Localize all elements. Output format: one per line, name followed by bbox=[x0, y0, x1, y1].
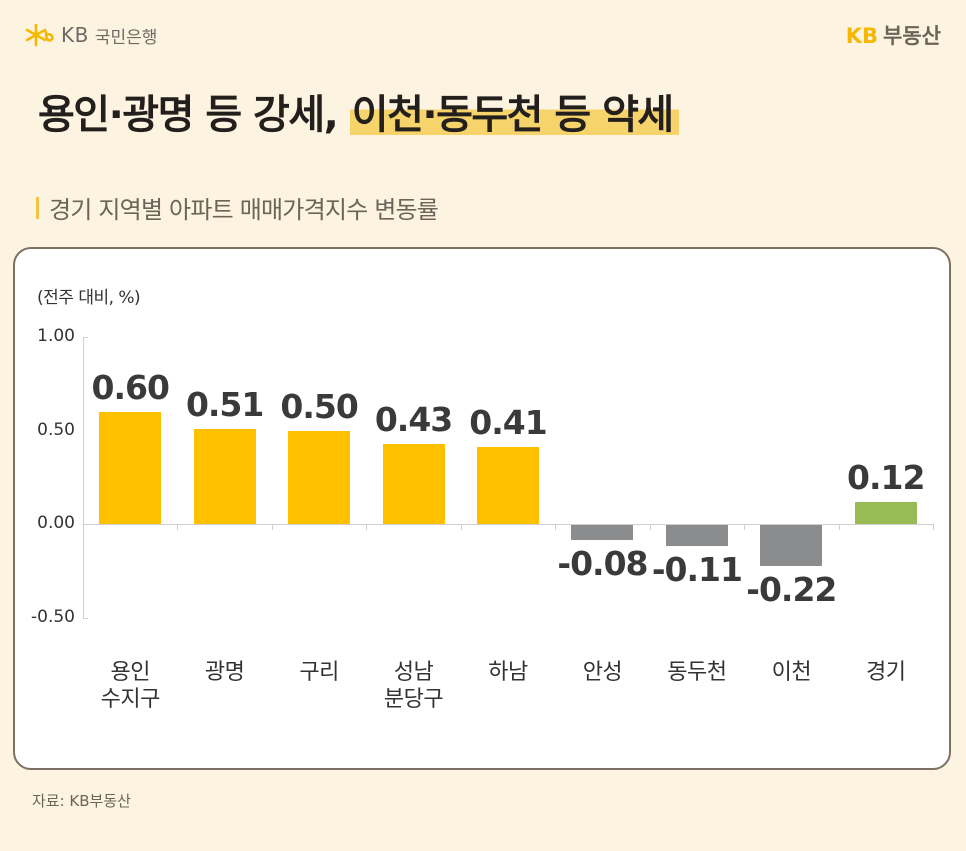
x-tick bbox=[177, 524, 179, 530]
title-strong-regions: 용인·광명 등 강세, bbox=[38, 92, 339, 138]
y-tick-label: 0.00 bbox=[37, 513, 75, 533]
bar-value-label: 0.50 bbox=[280, 386, 358, 426]
bar-value-label: 0.51 bbox=[185, 384, 264, 424]
bar bbox=[760, 525, 823, 567]
y-axis-unit-label: (전주 대비, %) bbox=[37, 288, 141, 308]
bar-value-label: 0.43 bbox=[374, 399, 453, 439]
bar-value-label: 0.60 bbox=[91, 367, 170, 407]
bar bbox=[571, 525, 634, 540]
bar bbox=[665, 525, 728, 546]
y-axis-top-cap bbox=[83, 337, 88, 338]
category-label: 하남 bbox=[488, 660, 528, 685]
kb-kookmin-bank-logo: KB 국민은행 bbox=[25, 22, 157, 48]
y-tick-label: -0.50 bbox=[31, 606, 75, 627]
brand-kb: KB bbox=[845, 24, 879, 48]
x-tick bbox=[744, 524, 746, 530]
bar-value-label: 0.12 bbox=[847, 457, 925, 497]
category-label: 구리 bbox=[299, 660, 339, 685]
y-tick-label: 1.00 bbox=[37, 326, 75, 346]
y-axis-line bbox=[83, 337, 84, 618]
bar-value-label: -0.22 bbox=[746, 570, 837, 610]
category-label: 성남 분당구 bbox=[383, 660, 444, 712]
x-tick bbox=[460, 524, 462, 530]
kb-star-icon bbox=[25, 23, 54, 47]
category-label: 이천 bbox=[771, 660, 812, 685]
bar bbox=[382, 443, 445, 524]
category-label: 광명 bbox=[204, 660, 245, 685]
x-tick bbox=[649, 524, 651, 530]
x-tick bbox=[555, 524, 557, 530]
bank-logo-kb: KB bbox=[61, 23, 89, 47]
bar bbox=[193, 428, 256, 524]
bar-value-label: -0.11 bbox=[651, 549, 743, 589]
category-label: 용인 수지구 bbox=[100, 660, 161, 712]
x-tick bbox=[838, 524, 840, 530]
x-tick bbox=[366, 524, 368, 530]
page-title: 용인·광명 등 강세, 이천·동두천 등 약세 bbox=[38, 82, 679, 140]
bar bbox=[288, 430, 351, 524]
brand-name: 부동산 bbox=[883, 24, 941, 48]
chart-card: (전주 대비, %) 1.00 0.50 0.00 -0.50 0.60 용인 수지구 0.… bbox=[13, 247, 951, 770]
category-label: 동두천 bbox=[667, 660, 727, 685]
bar bbox=[99, 411, 162, 524]
zero-baseline bbox=[83, 524, 933, 525]
y-axis-bottom-cap bbox=[83, 617, 88, 619]
y-tick-label: 0.50 bbox=[37, 419, 75, 440]
category-label: 경기 bbox=[866, 660, 906, 685]
bar bbox=[477, 447, 539, 524]
subtitle-text: 경기 지역별 아파트 매매가격지수 변동률 bbox=[49, 196, 439, 224]
bar-value-label: 0.41 bbox=[469, 403, 547, 443]
x-tick bbox=[933, 524, 934, 530]
bar bbox=[854, 501, 917, 524]
bar-value-label: -0.08 bbox=[557, 543, 648, 583]
bar-chart: 1.00 0.50 0.00 -0.50 0.60 용인 수지구 0.51 광명 0.50 구리 0… bbox=[15, 249, 949, 768]
bank-logo-name: 국민은행 bbox=[94, 27, 158, 48]
chart-subtitle: 경기 지역별 아파트 매매가격지수 변동률 bbox=[36, 190, 439, 225]
kb-real-estate-logo: KB 부동산 bbox=[846, 20, 941, 50]
subtitle-accent-bar bbox=[36, 196, 39, 219]
title-weak-regions-highlight: 이천·동두천 등 약세 bbox=[349, 92, 679, 138]
category-label: 안성 bbox=[582, 660, 623, 685]
x-tick bbox=[271, 524, 273, 530]
source-note: 자료: KB부동산 bbox=[32, 792, 131, 810]
